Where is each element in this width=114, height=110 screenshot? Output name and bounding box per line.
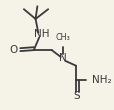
Text: O: O [10, 45, 18, 55]
Text: NH: NH [34, 29, 49, 39]
Text: S: S [73, 91, 80, 101]
Text: N: N [58, 53, 66, 63]
Text: NH₂: NH₂ [91, 75, 111, 85]
Text: CH₃: CH₃ [55, 33, 69, 42]
